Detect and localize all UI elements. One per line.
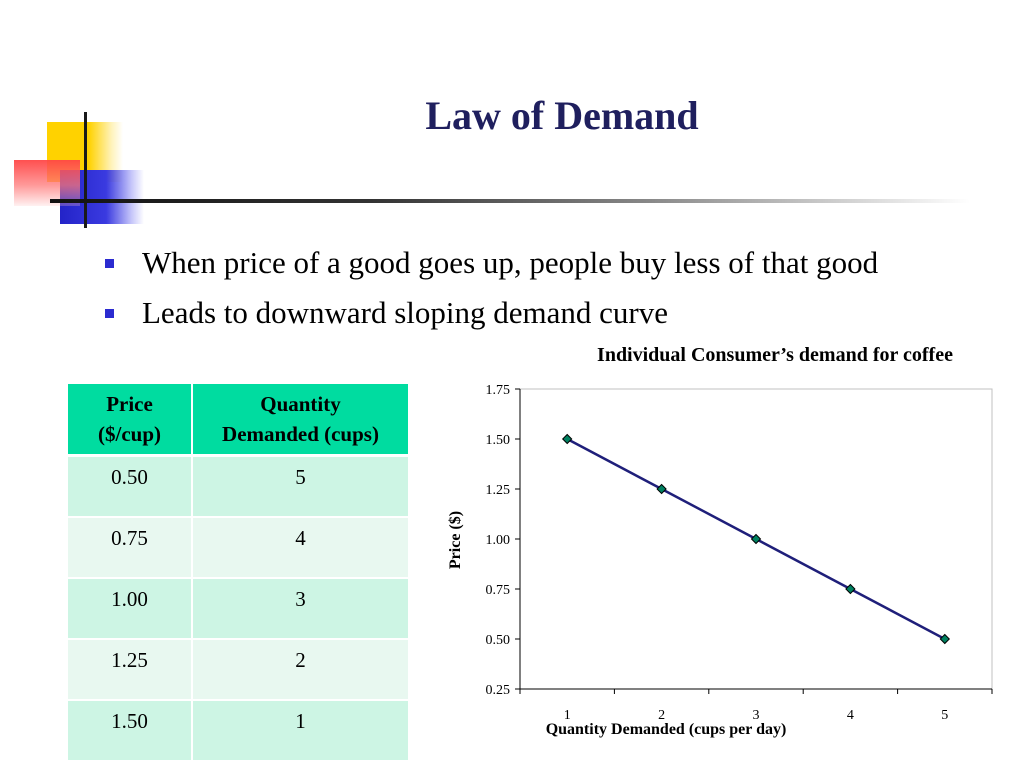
square-bullet-icon xyxy=(105,308,114,318)
slide-title: Law of Demand xyxy=(425,93,699,138)
price-cell: 1.00 xyxy=(68,578,193,640)
data-point-marker xyxy=(845,583,856,595)
header-line: Demanded (cups) xyxy=(222,422,379,446)
quantity-cell: 5 xyxy=(192,455,410,518)
y-tick-label: 1.25 xyxy=(486,483,511,498)
table-row: 1.50 1 xyxy=(68,700,410,762)
y-tick-label: 0.75 xyxy=(486,583,511,598)
decoration-vertical-rule xyxy=(84,112,87,228)
bullet-text: Leads to downward sloping demand curve xyxy=(142,295,669,330)
price-cell: 0.75 xyxy=(68,517,193,579)
x-tick-label: 5 xyxy=(941,708,948,723)
y-tick-label: 1.50 xyxy=(486,433,511,448)
x-tick-label: 3 xyxy=(753,708,760,723)
square-bullet-icon xyxy=(105,258,114,268)
table-row: 0.75 4 xyxy=(68,517,410,579)
plot-area xyxy=(519,388,993,690)
bullet-item: Leads to downward sloping demand curve xyxy=(105,288,878,338)
data-point-marker xyxy=(750,533,762,545)
x-tick-label: 4 xyxy=(847,708,854,723)
y-axis: 0.25 0.50 0.75 1.00 1.25 1.50 1.75 xyxy=(486,383,521,698)
bullet-item: When price of a good goes up, people buy… xyxy=(105,238,878,288)
quantity-cell: 4 xyxy=(192,517,410,579)
series-group xyxy=(561,433,951,645)
x-axis-label: Quantity Demanded (cups per day) xyxy=(546,721,787,738)
price-cell: 1.50 xyxy=(68,700,193,762)
y-tick-label: 0.50 xyxy=(486,633,511,648)
bullet-list: When price of a good goes up, people buy… xyxy=(105,238,878,338)
table-header-row: Price ($/cup) Quantity Demanded (cups) xyxy=(68,384,410,457)
quantity-cell: 1 xyxy=(192,700,410,762)
demand-chart: 0.25 0.50 0.75 1.00 1.25 1.50 1.75 1 2 3 4 5 Quant… xyxy=(447,383,993,738)
bullet-text: When price of a good goes up, people buy… xyxy=(142,245,879,280)
table-header-price: Price ($/cup) xyxy=(68,384,193,457)
price-cell: 1.25 xyxy=(68,639,193,701)
table-row: 1.00 3 xyxy=(68,578,410,640)
table-row: 1.25 2 xyxy=(68,639,410,701)
y-tick-label: 1.00 xyxy=(486,533,511,548)
decoration-horizontal-rule xyxy=(50,199,970,203)
header-line: ($/cup) xyxy=(98,422,161,446)
y-tick-label: 0.25 xyxy=(486,683,511,698)
x-tick-label: 2 xyxy=(658,708,665,723)
header-line: Price xyxy=(106,392,153,416)
quantity-cell: 2 xyxy=(192,639,410,701)
decoration-red-block xyxy=(14,160,80,206)
data-point-marker xyxy=(939,633,951,645)
header-line: Quantity xyxy=(260,392,341,416)
x-tick-label: 1 xyxy=(564,708,571,723)
data-point-marker xyxy=(561,433,573,445)
chart-title: Individual Consumer’s demand for coffee xyxy=(597,344,953,366)
data-point-marker xyxy=(656,483,667,495)
x-axis: 1 2 3 4 5 xyxy=(519,688,993,723)
price-cell: 0.50 xyxy=(68,455,193,518)
demand-schedule-table: Price ($/cup) Quantity Demanded (cups) 0… xyxy=(68,384,410,762)
y-axis-label: Price ($) xyxy=(447,511,464,569)
table-row: 0.50 5 xyxy=(68,455,410,518)
quantity-cell: 3 xyxy=(192,578,410,640)
table-header-quantity: Quantity Demanded (cups) xyxy=(192,384,410,457)
y-tick-label: 1.75 xyxy=(486,383,511,398)
